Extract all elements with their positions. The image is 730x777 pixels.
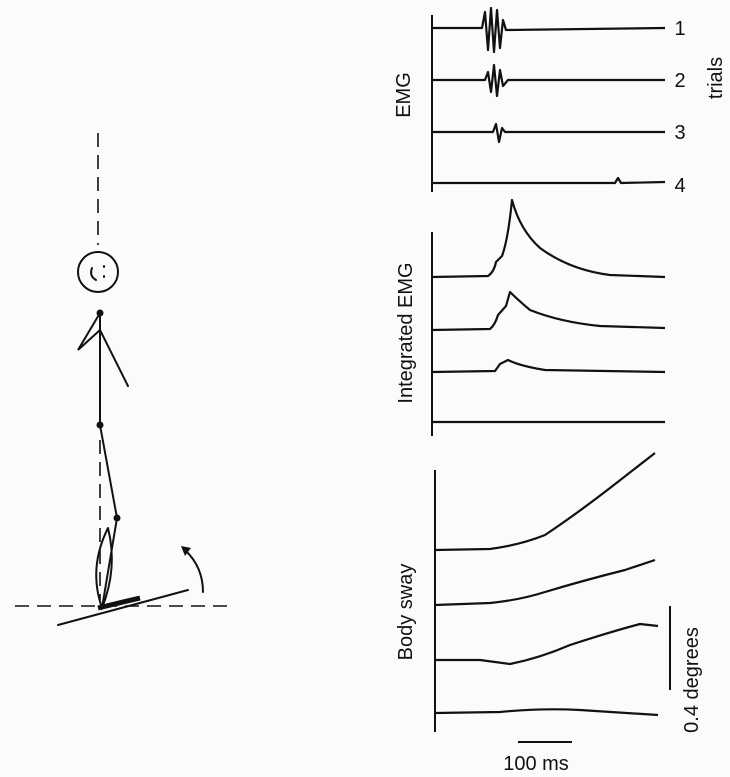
panel-label: Integrated EMG [395, 262, 417, 403]
trial-label: 4 [674, 175, 685, 197]
time-scale-label: 100 ms [503, 753, 569, 775]
panel-label: Body sway [395, 564, 417, 661]
trial-label: 3 [674, 122, 685, 144]
panel-label: EMG [393, 72, 415, 118]
integrated-emg-panel: Integrated EMG [395, 198, 666, 436]
trials-title: trials [705, 57, 727, 99]
scale-bars: 0.4 degrees 100 ms [503, 606, 703, 775]
angle-scale-label: 0.4 degrees [681, 627, 703, 733]
trial-label: 2 [674, 70, 685, 92]
emg-panel: EMG 1 2 3 4 trials [393, 6, 727, 197]
trial-label: 1 [674, 18, 685, 40]
stick-figure [15, 133, 232, 626]
body-sway-panel: Body sway [395, 452, 659, 732]
